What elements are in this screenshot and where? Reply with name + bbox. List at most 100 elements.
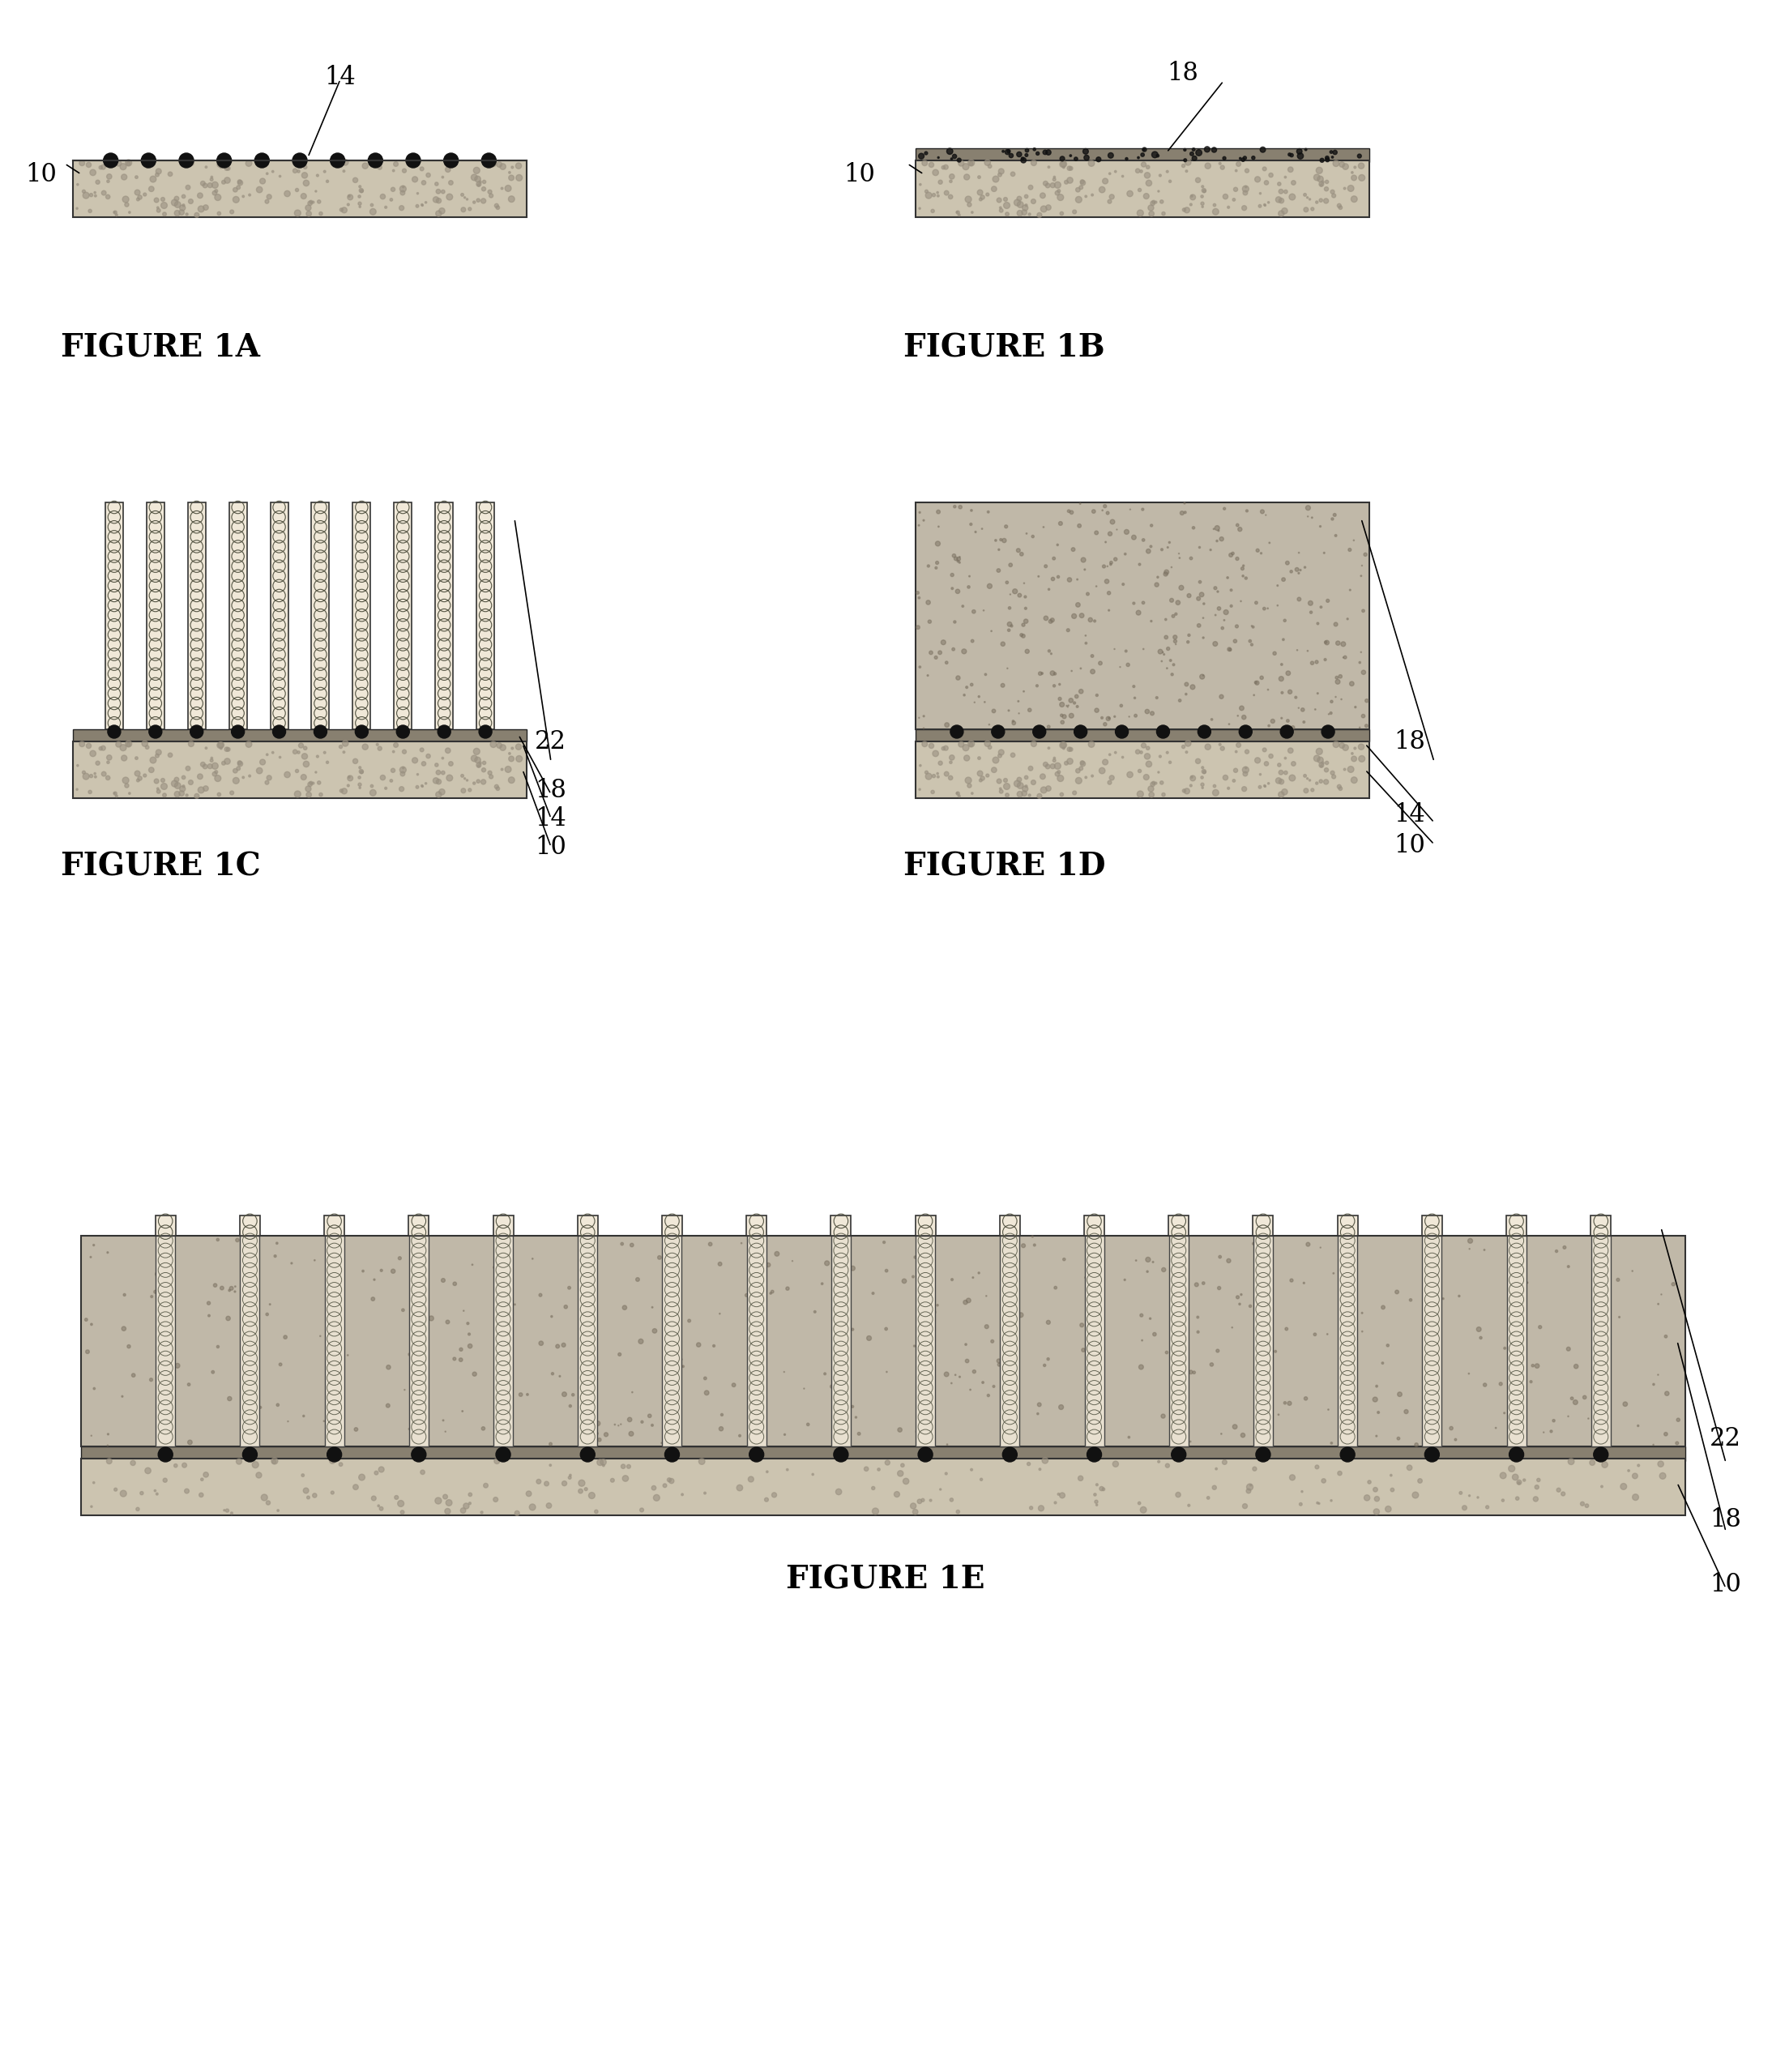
Circle shape bbox=[1024, 153, 1028, 157]
Circle shape bbox=[496, 205, 500, 209]
Circle shape bbox=[1171, 673, 1173, 675]
Circle shape bbox=[1125, 157, 1127, 160]
Circle shape bbox=[1166, 646, 1170, 651]
Circle shape bbox=[764, 1498, 769, 1502]
Bar bbox=[1338, 1235, 1357, 1446]
Circle shape bbox=[1037, 151, 1040, 155]
Circle shape bbox=[1024, 203, 1028, 207]
Circle shape bbox=[1350, 682, 1354, 686]
Circle shape bbox=[1122, 582, 1123, 586]
Circle shape bbox=[992, 756, 999, 762]
Circle shape bbox=[989, 164, 992, 168]
Circle shape bbox=[1012, 721, 1015, 725]
Circle shape bbox=[1203, 191, 1207, 193]
Circle shape bbox=[441, 191, 445, 193]
Circle shape bbox=[952, 153, 957, 157]
Circle shape bbox=[1676, 1417, 1680, 1421]
Circle shape bbox=[1148, 211, 1154, 215]
Circle shape bbox=[824, 1372, 826, 1376]
Circle shape bbox=[82, 771, 85, 775]
Circle shape bbox=[1081, 557, 1086, 562]
Circle shape bbox=[188, 779, 193, 785]
Circle shape bbox=[971, 684, 973, 686]
Circle shape bbox=[1386, 1506, 1391, 1513]
Circle shape bbox=[1552, 1419, 1556, 1421]
Bar bbox=[1423, 1235, 1442, 1446]
Circle shape bbox=[186, 767, 190, 771]
Circle shape bbox=[851, 1266, 856, 1270]
Circle shape bbox=[1143, 147, 1146, 151]
Circle shape bbox=[1574, 1401, 1577, 1405]
Circle shape bbox=[712, 1345, 716, 1347]
Circle shape bbox=[1288, 690, 1292, 694]
Circle shape bbox=[1138, 209, 1143, 215]
Circle shape bbox=[1269, 172, 1272, 178]
Circle shape bbox=[766, 1262, 771, 1266]
Circle shape bbox=[750, 1446, 764, 1463]
Circle shape bbox=[473, 748, 480, 754]
Circle shape bbox=[1304, 207, 1308, 211]
Circle shape bbox=[1333, 160, 1340, 166]
Circle shape bbox=[131, 1374, 135, 1378]
Circle shape bbox=[1060, 162, 1067, 168]
Circle shape bbox=[96, 180, 99, 184]
Circle shape bbox=[1017, 792, 1022, 798]
Circle shape bbox=[595, 1432, 599, 1434]
Bar bbox=[578, 1216, 597, 1235]
Circle shape bbox=[278, 1363, 282, 1365]
Circle shape bbox=[1281, 663, 1283, 665]
Circle shape bbox=[156, 1492, 158, 1496]
Circle shape bbox=[80, 160, 85, 166]
Circle shape bbox=[1288, 153, 1292, 155]
Circle shape bbox=[347, 195, 353, 201]
Circle shape bbox=[392, 1268, 395, 1274]
Circle shape bbox=[1076, 704, 1079, 709]
Circle shape bbox=[1146, 180, 1152, 186]
Bar bbox=[229, 501, 246, 729]
Circle shape bbox=[998, 779, 1001, 783]
Circle shape bbox=[296, 189, 299, 193]
Circle shape bbox=[1212, 1486, 1216, 1490]
Circle shape bbox=[477, 779, 480, 783]
Circle shape bbox=[1582, 1397, 1586, 1399]
Circle shape bbox=[234, 189, 237, 193]
Circle shape bbox=[1233, 199, 1235, 201]
Circle shape bbox=[243, 777, 245, 779]
Circle shape bbox=[1044, 1363, 1045, 1368]
Circle shape bbox=[1396, 1438, 1400, 1440]
Circle shape bbox=[1171, 1446, 1185, 1463]
Circle shape bbox=[957, 157, 960, 162]
Circle shape bbox=[1109, 775, 1115, 781]
Circle shape bbox=[477, 765, 480, 767]
Circle shape bbox=[1164, 570, 1170, 574]
Circle shape bbox=[1320, 765, 1322, 767]
Circle shape bbox=[161, 197, 165, 201]
Circle shape bbox=[939, 180, 943, 184]
Circle shape bbox=[445, 1508, 450, 1515]
Circle shape bbox=[1373, 1488, 1377, 1492]
Circle shape bbox=[487, 191, 493, 195]
Circle shape bbox=[1081, 1349, 1084, 1351]
Circle shape bbox=[106, 195, 110, 199]
Circle shape bbox=[443, 1494, 448, 1498]
Text: FIGURE 1D: FIGURE 1D bbox=[904, 852, 1106, 881]
Circle shape bbox=[347, 775, 351, 779]
Circle shape bbox=[668, 1477, 672, 1481]
Circle shape bbox=[563, 1305, 567, 1310]
Circle shape bbox=[468, 1345, 471, 1349]
Circle shape bbox=[952, 553, 955, 557]
Circle shape bbox=[1285, 562, 1290, 566]
Circle shape bbox=[1141, 601, 1145, 605]
Circle shape bbox=[1233, 1423, 1237, 1430]
Circle shape bbox=[480, 199, 486, 203]
Circle shape bbox=[1058, 522, 1063, 526]
Circle shape bbox=[1235, 626, 1239, 628]
Circle shape bbox=[1533, 1496, 1538, 1502]
Circle shape bbox=[237, 180, 241, 184]
Circle shape bbox=[1398, 1392, 1402, 1397]
Circle shape bbox=[562, 1481, 567, 1486]
Circle shape bbox=[1295, 696, 1297, 698]
Circle shape bbox=[1203, 771, 1207, 773]
Circle shape bbox=[985, 740, 991, 746]
Circle shape bbox=[1044, 149, 1047, 155]
